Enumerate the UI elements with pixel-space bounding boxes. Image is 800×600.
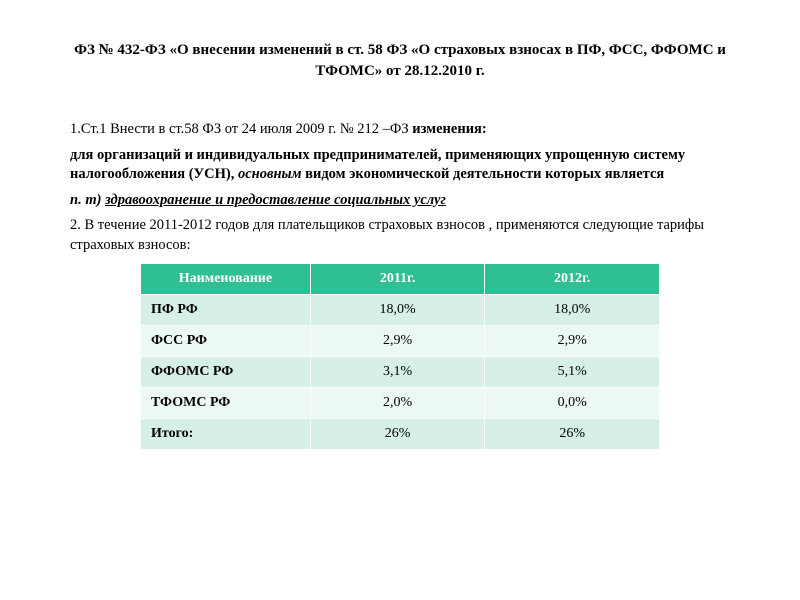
table-row: ФФОМС РФ3,1%5,1% <box>141 357 660 388</box>
p3-a: п. т) <box>70 192 105 208</box>
table-row: ТФОМС РФ2,0%0,0% <box>141 388 660 419</box>
row-name-cell: ТФОМС РФ <box>141 388 311 419</box>
row-value-cell: 3,1% <box>310 357 485 388</box>
table-row: ПФ РФ18,0%18,0% <box>141 295 660 326</box>
p3-b: здравоохранение и предоставление социаль… <box>105 192 446 208</box>
row-value-cell: 5,1% <box>485 357 660 388</box>
row-value-cell: 18,0% <box>310 295 485 326</box>
row-name-cell: ФФОМС РФ <box>141 357 311 388</box>
paragraph-3: п. т) здравоохранение и предоставление с… <box>70 191 730 211</box>
p2-c: видом экономической деятельности которых… <box>302 166 665 182</box>
row-name-cell: Итого: <box>141 419 311 450</box>
paragraph-2: для организаций и индивидуальных предпри… <box>70 146 730 185</box>
row-name-cell: ФСС РФ <box>141 326 311 357</box>
p1-lead: 1.Ст.1 Внести в ст.58 ФЗ от 24 июля 2009… <box>70 121 412 137</box>
table-row: ФСС РФ2,9%2,9% <box>141 326 660 357</box>
row-value-cell: 2,9% <box>310 326 485 357</box>
row-value-cell: 26% <box>310 419 485 450</box>
table-header-cell: 2012г. <box>485 264 660 295</box>
p1-lead-bold: изменения: <box>412 121 486 137</box>
table-row: Итого:26%26% <box>141 419 660 450</box>
paragraph-1: 1.Ст.1 Внести в ст.58 ФЗ от 24 июля 2009… <box>70 120 730 140</box>
paragraph-4: 2. В течение 2011-2012 годов для платель… <box>70 216 730 255</box>
row-value-cell: 18,0% <box>485 295 660 326</box>
table-body: ПФ РФ18,0%18,0%ФСС РФ2,9%2,9%ФФОМС РФ3,1… <box>141 295 660 450</box>
row-value-cell: 2,0% <box>310 388 485 419</box>
table-header-cell: Наименование <box>141 264 311 295</box>
rates-table: Наименование 2011г. 2012г. ПФ РФ18,0%18,… <box>140 263 660 450</box>
table-header-cell: 2011г. <box>310 264 485 295</box>
row-value-cell: 0,0% <box>485 388 660 419</box>
p2-b: основным <box>238 166 302 182</box>
row-name-cell: ПФ РФ <box>141 295 311 326</box>
table-header-row: Наименование 2011г. 2012г. <box>141 264 660 295</box>
row-value-cell: 26% <box>485 419 660 450</box>
document-title: ФЗ № 432-ФЗ «О внесении изменений в ст. … <box>70 40 730 82</box>
row-value-cell: 2,9% <box>485 326 660 357</box>
